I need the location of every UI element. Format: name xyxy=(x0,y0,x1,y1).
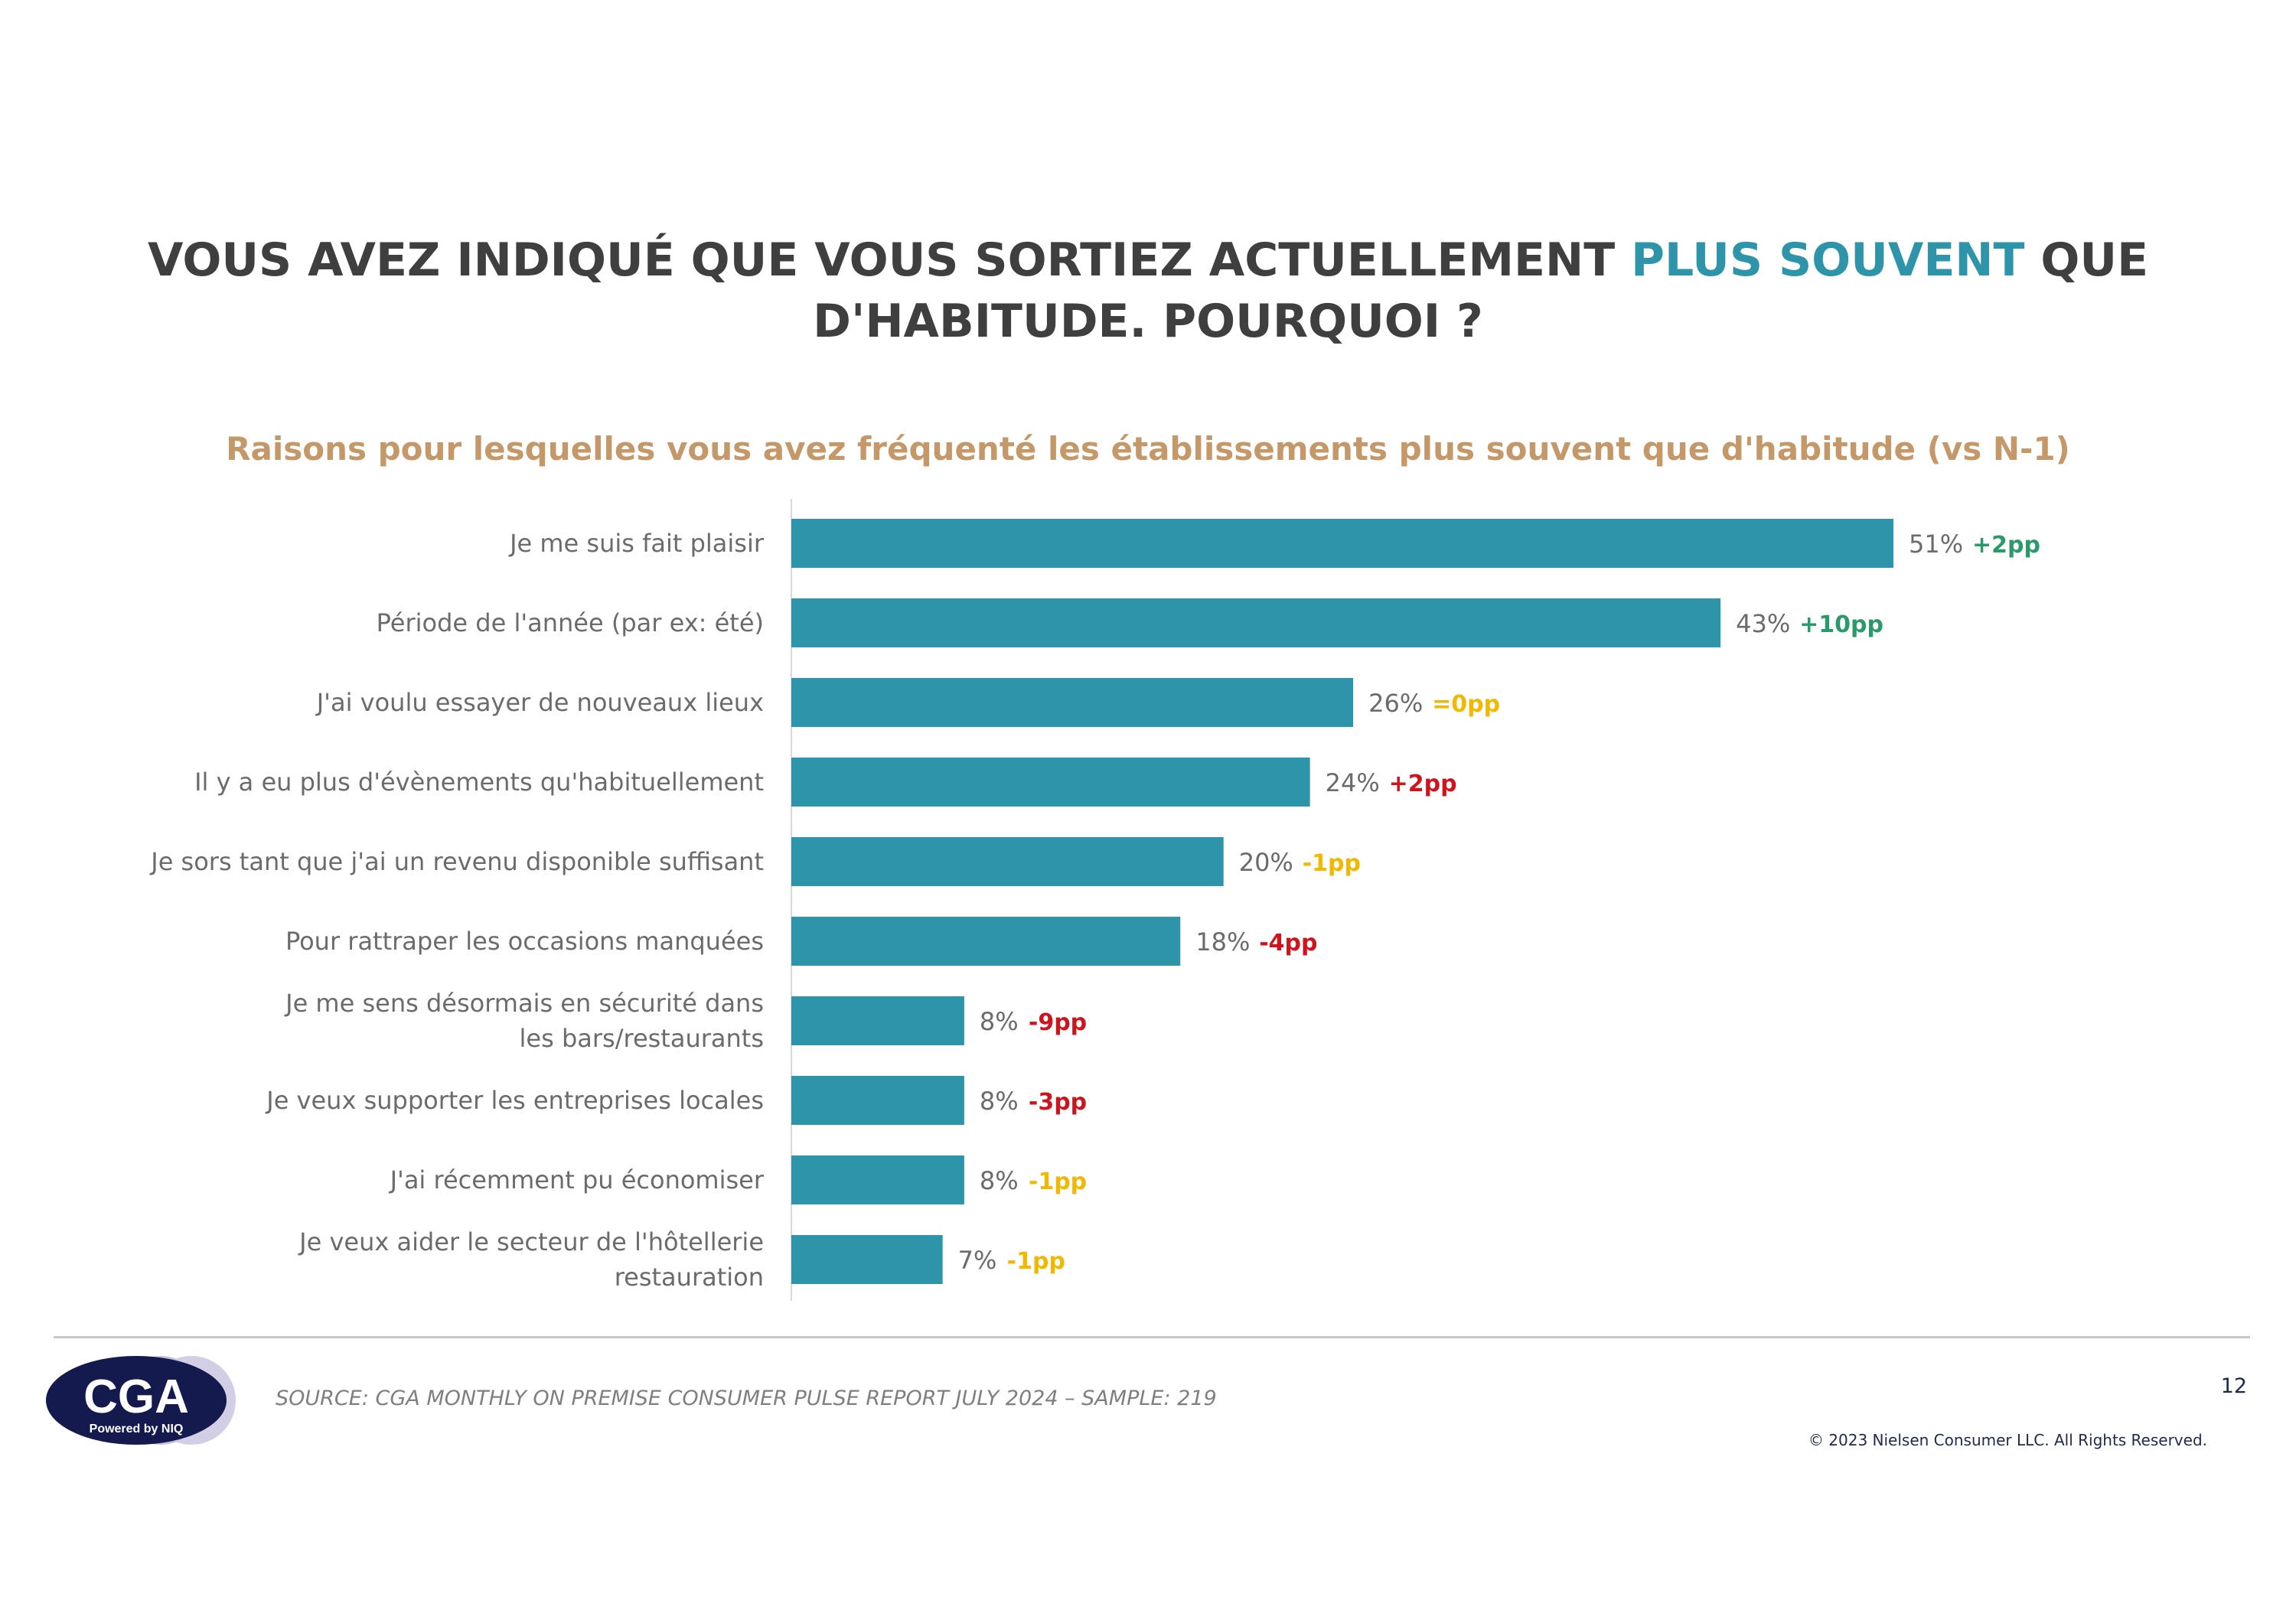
title-highlight: PLUS SOUVENT xyxy=(1631,233,2025,287)
bar xyxy=(791,996,964,1045)
value-label: 26% xyxy=(1368,689,1423,718)
delta-label: -9pp xyxy=(1029,1009,1087,1036)
logo-text: CGA xyxy=(83,1370,189,1423)
delta-label: =0pp xyxy=(1432,691,1500,718)
value-label: 43% xyxy=(1736,609,1790,638)
delta-label: +10pp xyxy=(1799,611,1883,638)
value-label: 18% xyxy=(1195,927,1250,957)
bar xyxy=(791,1155,964,1204)
category-label: Période de l'année (par ex: été) xyxy=(377,608,764,637)
bar xyxy=(791,837,1224,886)
delta-label: -1pp xyxy=(1029,1168,1087,1195)
category-label: Pour rattraper les occasions manquées xyxy=(285,927,764,956)
logo-subtext: Powered by NIQ xyxy=(90,1423,184,1436)
category-label: Je veux supporter les entreprises locale… xyxy=(265,1086,764,1115)
category-label: Je veux aider le secteur de l'hôtellerie… xyxy=(298,1227,764,1292)
category-label: Je me suis fait plaisir xyxy=(508,529,765,558)
category-label: Je me sens désormais en sécurité dans les… xyxy=(284,989,764,1053)
page-number: 12 xyxy=(2220,1374,2247,1398)
category-label: Il y a eu plus d'évènements qu'habituell… xyxy=(194,768,764,797)
category-label: Je sors tant que j'ai un revenu disponib… xyxy=(149,847,764,876)
bar xyxy=(791,519,1893,568)
delta-label: +2pp xyxy=(1389,771,1457,797)
value-label: 8% xyxy=(980,1166,1019,1195)
value-label: 8% xyxy=(980,1087,1019,1116)
value-label: 7% xyxy=(958,1246,997,1275)
bar xyxy=(791,598,1721,647)
copyright: © 2023 Nielsen Consumer LLC. All Rights … xyxy=(1808,1431,2207,1449)
cga-logo: CGA Powered by NIQ xyxy=(46,1356,236,1445)
page-title: VOUS AVEZ INDIQUÉ QUE VOUS SORTIEZ ACTUE… xyxy=(0,230,2296,352)
delta-label: +2pp xyxy=(1972,532,2040,559)
footer-divider xyxy=(54,1336,2250,1338)
delta-label: -1pp xyxy=(1303,850,1361,877)
title-line-2: D'HABITUDE. POURQUOI ? xyxy=(813,295,1483,348)
title-part-1: VOUS AVEZ INDIQUÉ QUE VOUS SORTIEZ ACTUE… xyxy=(147,233,1632,287)
title-line-1: VOUS AVEZ INDIQUÉ QUE VOUS SORTIEZ ACTUE… xyxy=(0,230,2296,291)
bar-chart: Je me suis fait plaisir 51% +2pp Période de… xyxy=(149,499,2040,1301)
title-part-2: QUE xyxy=(2024,233,2149,287)
bar xyxy=(791,758,1310,807)
category-label: J'ai voulu essayer de nouveaux lieux xyxy=(315,688,764,717)
delta-label: -1pp xyxy=(1007,1248,1065,1275)
value-label: 24% xyxy=(1326,768,1380,797)
chart-title: Raisons pour lesquelles vous avez fréque… xyxy=(226,430,2070,468)
value-label: 20% xyxy=(1239,848,1293,877)
bar xyxy=(791,678,1354,727)
delta-label: -4pp xyxy=(1259,930,1317,957)
bar xyxy=(791,1076,964,1125)
category-label: J'ai récemment pu économiser xyxy=(389,1165,765,1194)
value-label: 51% xyxy=(1909,530,1963,559)
delta-label: -3pp xyxy=(1029,1089,1087,1116)
source-note: SOURCE: CGA MONTHLY ON PREMISE CONSUMER … xyxy=(276,1387,1217,1410)
bar xyxy=(791,917,1181,966)
value-label: 8% xyxy=(980,1007,1019,1036)
bar xyxy=(791,1235,943,1284)
